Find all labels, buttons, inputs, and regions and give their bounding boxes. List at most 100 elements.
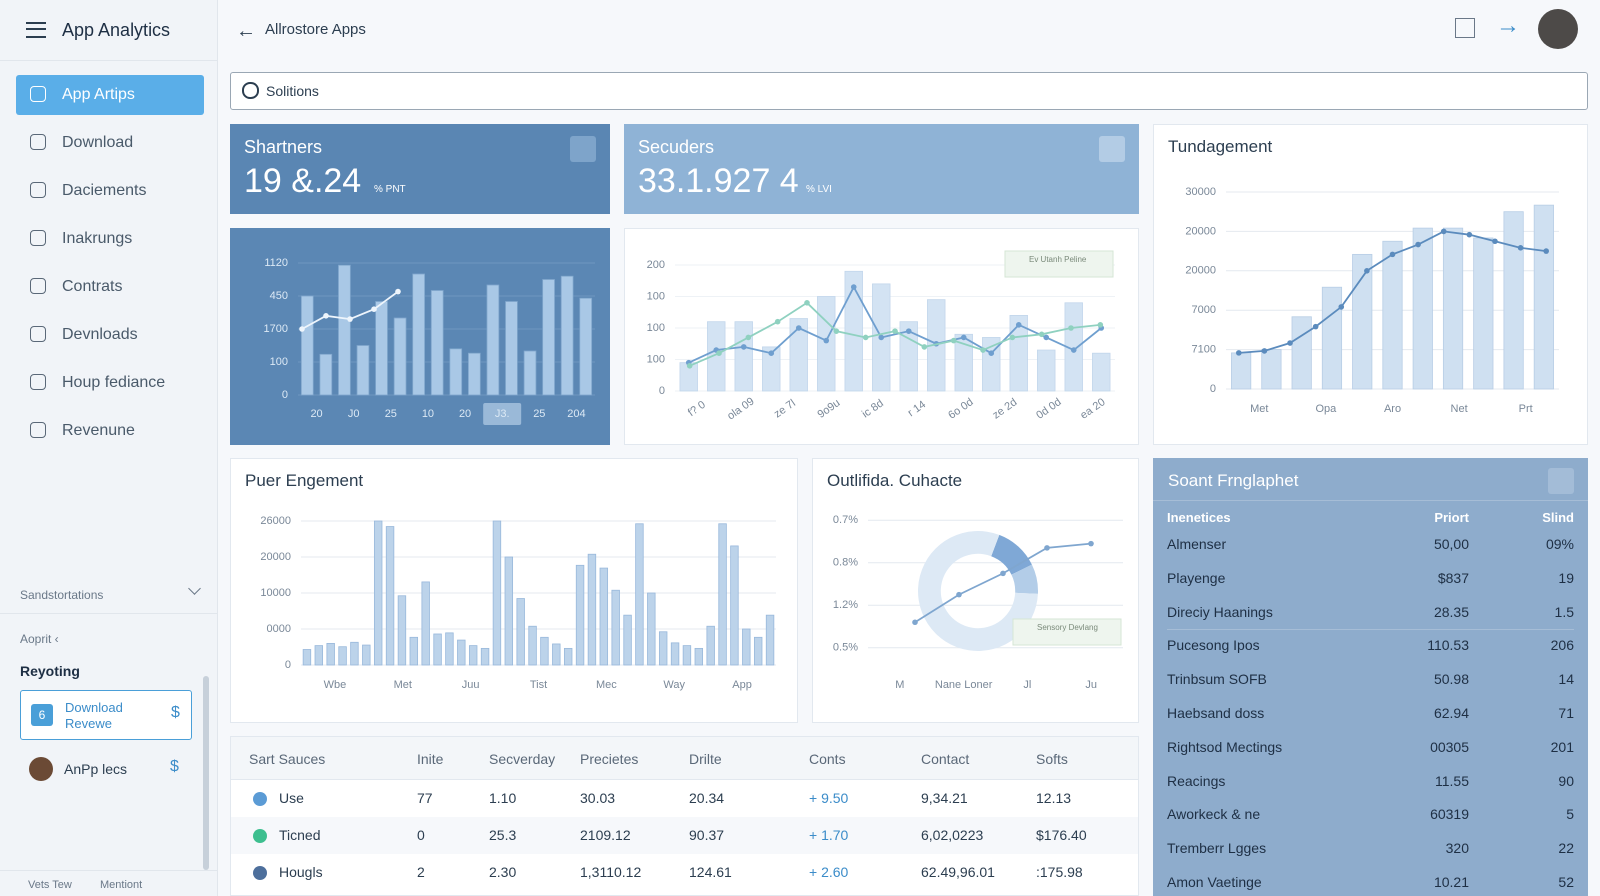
x-tick-label: 25 <box>385 408 397 420</box>
x-tick-label: Met <box>1250 403 1268 415</box>
chart: 0 7100 7000 20000 20000 30000 Met Opa Aro Net Prt <box>1185 186 1559 415</box>
bar <box>486 284 500 396</box>
forward-arrow[interactable]: → <box>1496 12 1520 39</box>
list-cell: Reacings <box>1167 772 1226 789</box>
bar <box>356 345 370 396</box>
list-row: Rightsod Mectings 00305 201 <box>1167 731 1574 764</box>
nav-item[interactable]: Houp fediance <box>16 363 204 403</box>
table-column: Sart Sauces <box>249 751 326 767</box>
list-cell: Haebsand doss <box>1167 705 1265 721</box>
bar <box>647 592 656 666</box>
bar <box>575 564 585 666</box>
footer-link[interactable]: Vets Tew <box>28 879 72 891</box>
sidebar-card[interactable]: 6 Download Revewe $ <box>20 690 192 740</box>
line-point <box>745 334 752 341</box>
table-cell: 6,02,0223 <box>921 827 984 843</box>
line-point <box>1440 228 1447 235</box>
status-dot <box>253 792 267 806</box>
line-point <box>912 619 918 626</box>
line-point <box>1312 323 1319 330</box>
user-avatar[interactable] <box>1538 9 1578 49</box>
table-cell: 1,3110.12 <box>580 864 642 880</box>
table-cell: 0 <box>417 827 425 843</box>
list-cell: 320 <box>1445 840 1469 857</box>
bar <box>694 647 704 666</box>
bar <box>445 632 454 666</box>
nav-label: Houp fediance <box>62 374 166 391</box>
y-tick-label: 0 <box>282 389 288 401</box>
x-tick-label: 20 <box>310 408 322 420</box>
line-point <box>1364 268 1370 274</box>
list-column: Priort <box>1434 510 1469 525</box>
x-tick-label: App <box>732 679 752 691</box>
bar <box>742 628 751 666</box>
table-cell: 77 <box>417 790 433 806</box>
back-arrow[interactable]: ← <box>236 20 256 42</box>
nav-item[interactable]: Contrats <box>16 267 204 307</box>
line-point <box>774 318 781 325</box>
chevron[interactable] <box>188 582 201 595</box>
line-point <box>1043 334 1050 341</box>
nav-item[interactable]: Revenune <box>16 411 204 451</box>
bar <box>765 614 775 666</box>
line-point <box>950 337 957 344</box>
bar <box>954 333 973 392</box>
nav-item[interactable]: Daciements <box>16 171 204 211</box>
nav-item[interactable]: Inakrungs <box>16 219 204 259</box>
x-tick-label: ic 8d <box>860 397 886 420</box>
bar <box>409 636 419 666</box>
y-tick-label: 0 <box>1210 383 1216 395</box>
table-column: Inite <box>417 751 444 767</box>
bar <box>587 553 597 666</box>
list-row: Almenser 50,00 09% <box>1167 528 1574 561</box>
nav-item[interactable]: App Artips <box>16 75 204 115</box>
bar <box>362 644 371 666</box>
nav-item[interactable]: Download <box>16 123 204 163</box>
bar <box>412 273 425 396</box>
x-tick-label: J3. <box>495 408 510 420</box>
search-icon <box>242 82 259 99</box>
kpi-card: Secuders 33.1.927 4 % LVI <box>624 124 1139 214</box>
x-tick-label: Way <box>663 679 685 691</box>
list-search[interactable] <box>1548 468 1574 494</box>
list-cell: 60319 <box>1430 806 1469 823</box>
bar <box>1442 227 1464 390</box>
bar <box>375 301 388 396</box>
list-cell: $837 <box>1437 569 1469 586</box>
footer-link[interactable]: Mentiont <box>100 879 143 891</box>
line-point <box>1466 231 1473 238</box>
kpi-value: 19 &.24 <box>244 162 362 200</box>
bar <box>982 337 1001 392</box>
x-tick-label: f? 0 <box>686 399 708 419</box>
bar <box>817 296 836 392</box>
y-tick-label: 1120 <box>264 257 288 269</box>
bar <box>1009 315 1028 392</box>
line-point <box>892 328 898 334</box>
x-tick-label: ea 20 <box>1078 396 1107 422</box>
table-cell: 12.13 <box>1036 790 1072 806</box>
bar <box>707 321 726 392</box>
legend-box <box>1004 250 1114 278</box>
list-cell: 22 <box>1558 840 1574 857</box>
nav-label: App Artips <box>62 86 135 103</box>
kpi-icon[interactable] <box>570 136 596 162</box>
line-point <box>956 591 962 598</box>
list-cell: Amon Vaetinge <box>1167 874 1262 890</box>
nav-item[interactable]: Devnloads <box>16 315 204 355</box>
menu-icon[interactable] <box>26 22 46 38</box>
line-point <box>1415 241 1421 248</box>
y-tick-label: 0.7% <box>833 514 858 526</box>
table-column: Precietes <box>580 751 639 767</box>
bar <box>504 556 514 666</box>
icon-button[interactable] <box>1455 18 1475 38</box>
bar <box>385 526 395 666</box>
donut-slice <box>918 531 1038 651</box>
x-tick-label: ze 2d <box>990 396 1019 421</box>
kpi-icon[interactable] <box>1099 136 1125 162</box>
search-box[interactable]: Solitions <box>230 72 1588 110</box>
x-tick-label: 6o 0d <box>946 396 975 422</box>
x-tick-label: 0d 0d <box>1034 396 1063 422</box>
table-column: Contact <box>921 751 970 767</box>
y-tick-label: 0.8% <box>833 557 858 569</box>
